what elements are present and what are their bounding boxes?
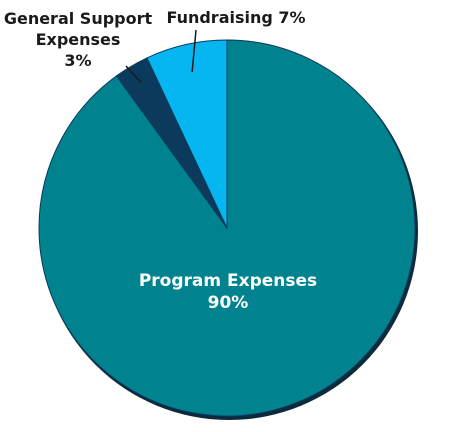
leader-line-fundraising	[191, 29, 197, 73]
slice-fundraising	[146, 39, 228, 229]
label-program-expenses: Program Expenses	[139, 271, 317, 291]
leader-line-general-support	[125, 65, 142, 83]
label-program-expenses-value: 90%	[208, 293, 249, 313]
label-general-support-value: 3%	[64, 51, 91, 70]
label-general-support: General Support	[4, 9, 153, 28]
label-fundraising: Fundraising 7%	[166, 8, 305, 27]
label-general-support-expenses: Expenses	[36, 30, 121, 49]
